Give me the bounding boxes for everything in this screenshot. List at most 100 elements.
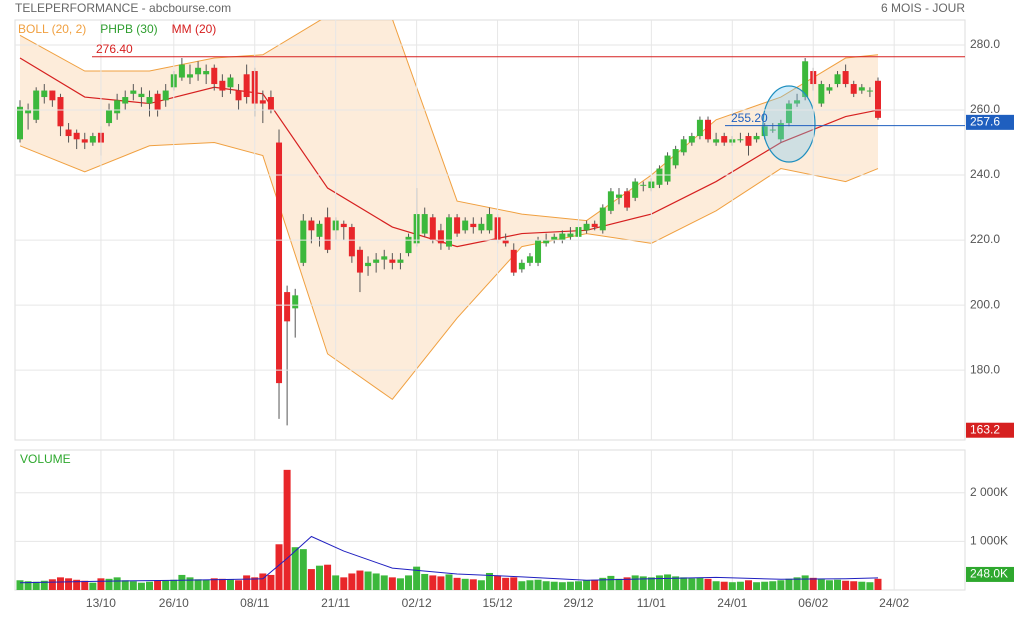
candle-body <box>81 139 88 143</box>
volume-bar <box>356 570 364 590</box>
volume-bar <box>243 575 251 590</box>
level-label: 276.40 <box>96 42 133 56</box>
volume-bar <box>566 581 574 590</box>
x-tick-label: 02/12 <box>402 596 432 610</box>
candle-body <box>769 129 776 131</box>
candle-body <box>794 100 801 104</box>
volume-bar <box>583 580 591 590</box>
candle-body <box>664 155 671 182</box>
volume-bar <box>866 582 874 590</box>
candle-body <box>745 136 752 146</box>
volume-bar <box>623 577 631 590</box>
candle-body <box>737 139 744 141</box>
candle-body <box>607 191 614 211</box>
bollinger-band <box>20 20 878 400</box>
x-tick-label: 24/02 <box>879 596 909 610</box>
volume-bar <box>194 579 202 590</box>
candle-body <box>292 295 299 309</box>
volume-bar <box>178 574 186 590</box>
volume-bar <box>591 579 599 590</box>
candle-body <box>389 259 396 263</box>
volume-bar <box>502 577 510 590</box>
volume-bar <box>558 582 566 590</box>
volume-bar <box>113 577 121 590</box>
volume-bar <box>453 577 461 590</box>
volume-bar <box>48 579 56 590</box>
volume-bar <box>761 581 769 590</box>
candle-body <box>858 87 865 91</box>
y-tick-label: 260.0 <box>970 102 1000 116</box>
volume-bar <box>56 577 64 590</box>
candle-body <box>162 90 169 101</box>
legend-entry: PHPB (30) <box>100 22 157 36</box>
candle-body <box>146 97 153 104</box>
volume-bar <box>834 579 842 590</box>
volume-bar <box>639 576 647 590</box>
price-panel <box>14 19 966 441</box>
candle-body <box>324 217 331 250</box>
volume-bar <box>105 578 113 590</box>
volume-bar <box>647 577 655 590</box>
candle-body <box>543 240 550 244</box>
candle-body <box>802 61 809 98</box>
candle-body <box>486 214 493 231</box>
volume-bar <box>477 580 485 590</box>
candle-body <box>259 100 266 104</box>
volume-bar <box>218 578 226 590</box>
candle-body <box>551 236 558 241</box>
candle-body <box>696 119 703 137</box>
candle-body <box>49 90 56 101</box>
y-tick-label: 280.0 <box>970 37 1000 51</box>
volume-bar <box>550 581 558 590</box>
candle-body <box>106 110 113 124</box>
candle-body <box>680 139 687 153</box>
x-tick-label: 13/10 <box>86 596 116 610</box>
volume-bar <box>364 571 372 590</box>
legend-entry: MM (20) <box>172 22 217 36</box>
volume-bar <box>121 580 129 590</box>
volume-bar <box>680 577 688 590</box>
candle-body <box>65 129 72 137</box>
volume-bar <box>494 575 502 590</box>
volume-bar <box>32 581 40 590</box>
candle-body <box>591 223 598 228</box>
volume-bar <box>421 573 429 590</box>
candle-body <box>381 256 388 260</box>
y-tick-label: 220.0 <box>970 232 1000 246</box>
x-tick-label: 06/02 <box>798 596 828 610</box>
volume-bar <box>137 582 145 590</box>
candle-body <box>632 181 639 198</box>
candle-body <box>842 71 849 85</box>
x-tick-label: 11/01 <box>637 596 666 610</box>
volume-bar <box>162 580 170 590</box>
volume-bar <box>89 582 97 590</box>
volume-bar <box>542 581 550 590</box>
candle-body <box>122 97 129 104</box>
candle-body <box>397 259 404 263</box>
candle-body <box>672 149 679 166</box>
candle-body <box>203 71 210 75</box>
volume-bar <box>16 580 24 590</box>
candle-body <box>17 106 23 140</box>
y-tick-label: 1 000K <box>970 534 1008 548</box>
volume-bar <box>299 549 307 590</box>
volume-bar <box>696 577 704 590</box>
highlight-ellipse <box>762 85 816 163</box>
volume-bar <box>850 581 858 590</box>
candle-body <box>405 236 412 254</box>
candle-body <box>25 110 32 114</box>
volume-bar <box>267 574 275 590</box>
candle-body <box>599 207 606 231</box>
candle-body <box>624 191 631 208</box>
volume-bar <box>793 577 801 590</box>
candle-body <box>518 262 525 270</box>
volume-bar <box>575 581 583 590</box>
candle-body <box>470 223 477 228</box>
candle-body <box>33 90 40 120</box>
candle-body <box>866 90 873 92</box>
x-tick-label: 08/11 <box>240 596 269 610</box>
volume-bar <box>461 578 469 590</box>
volume-bar <box>396 578 404 590</box>
candle-body <box>41 90 48 98</box>
